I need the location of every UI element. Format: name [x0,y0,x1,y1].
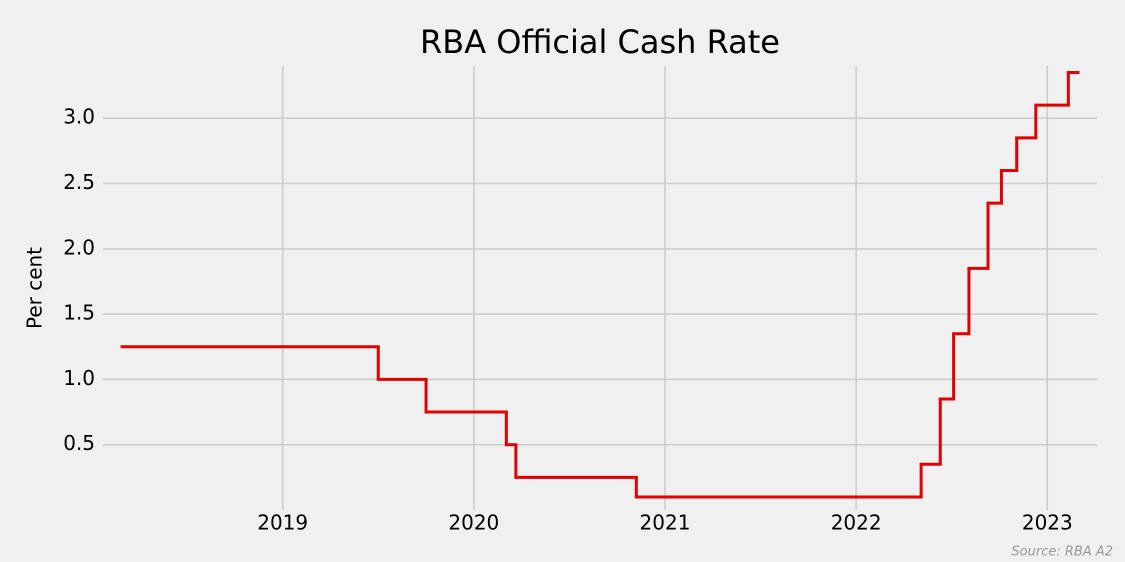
y-tick-label: 2.0 [63,235,95,259]
y-tick-label: 1.0 [63,366,95,390]
x-tick-label: 2023 [1022,511,1073,535]
y-tick-label: 3.0 [63,105,95,129]
source-note: Source: RBA A2 [1011,545,1113,560]
y-tick-label: 2.5 [63,170,95,194]
x-tick-label: 2021 [640,511,691,535]
x-tick-label: 2019 [257,511,308,535]
x-tick-label: 2020 [448,511,499,535]
y-tick-label: 1.5 [63,301,95,325]
y-tick-label: 0.5 [63,431,95,455]
y-axis-label: Per cent [23,247,47,329]
x-tick-label: 2022 [831,511,882,535]
chart-title: RBA Official Cash Rate [420,23,780,61]
